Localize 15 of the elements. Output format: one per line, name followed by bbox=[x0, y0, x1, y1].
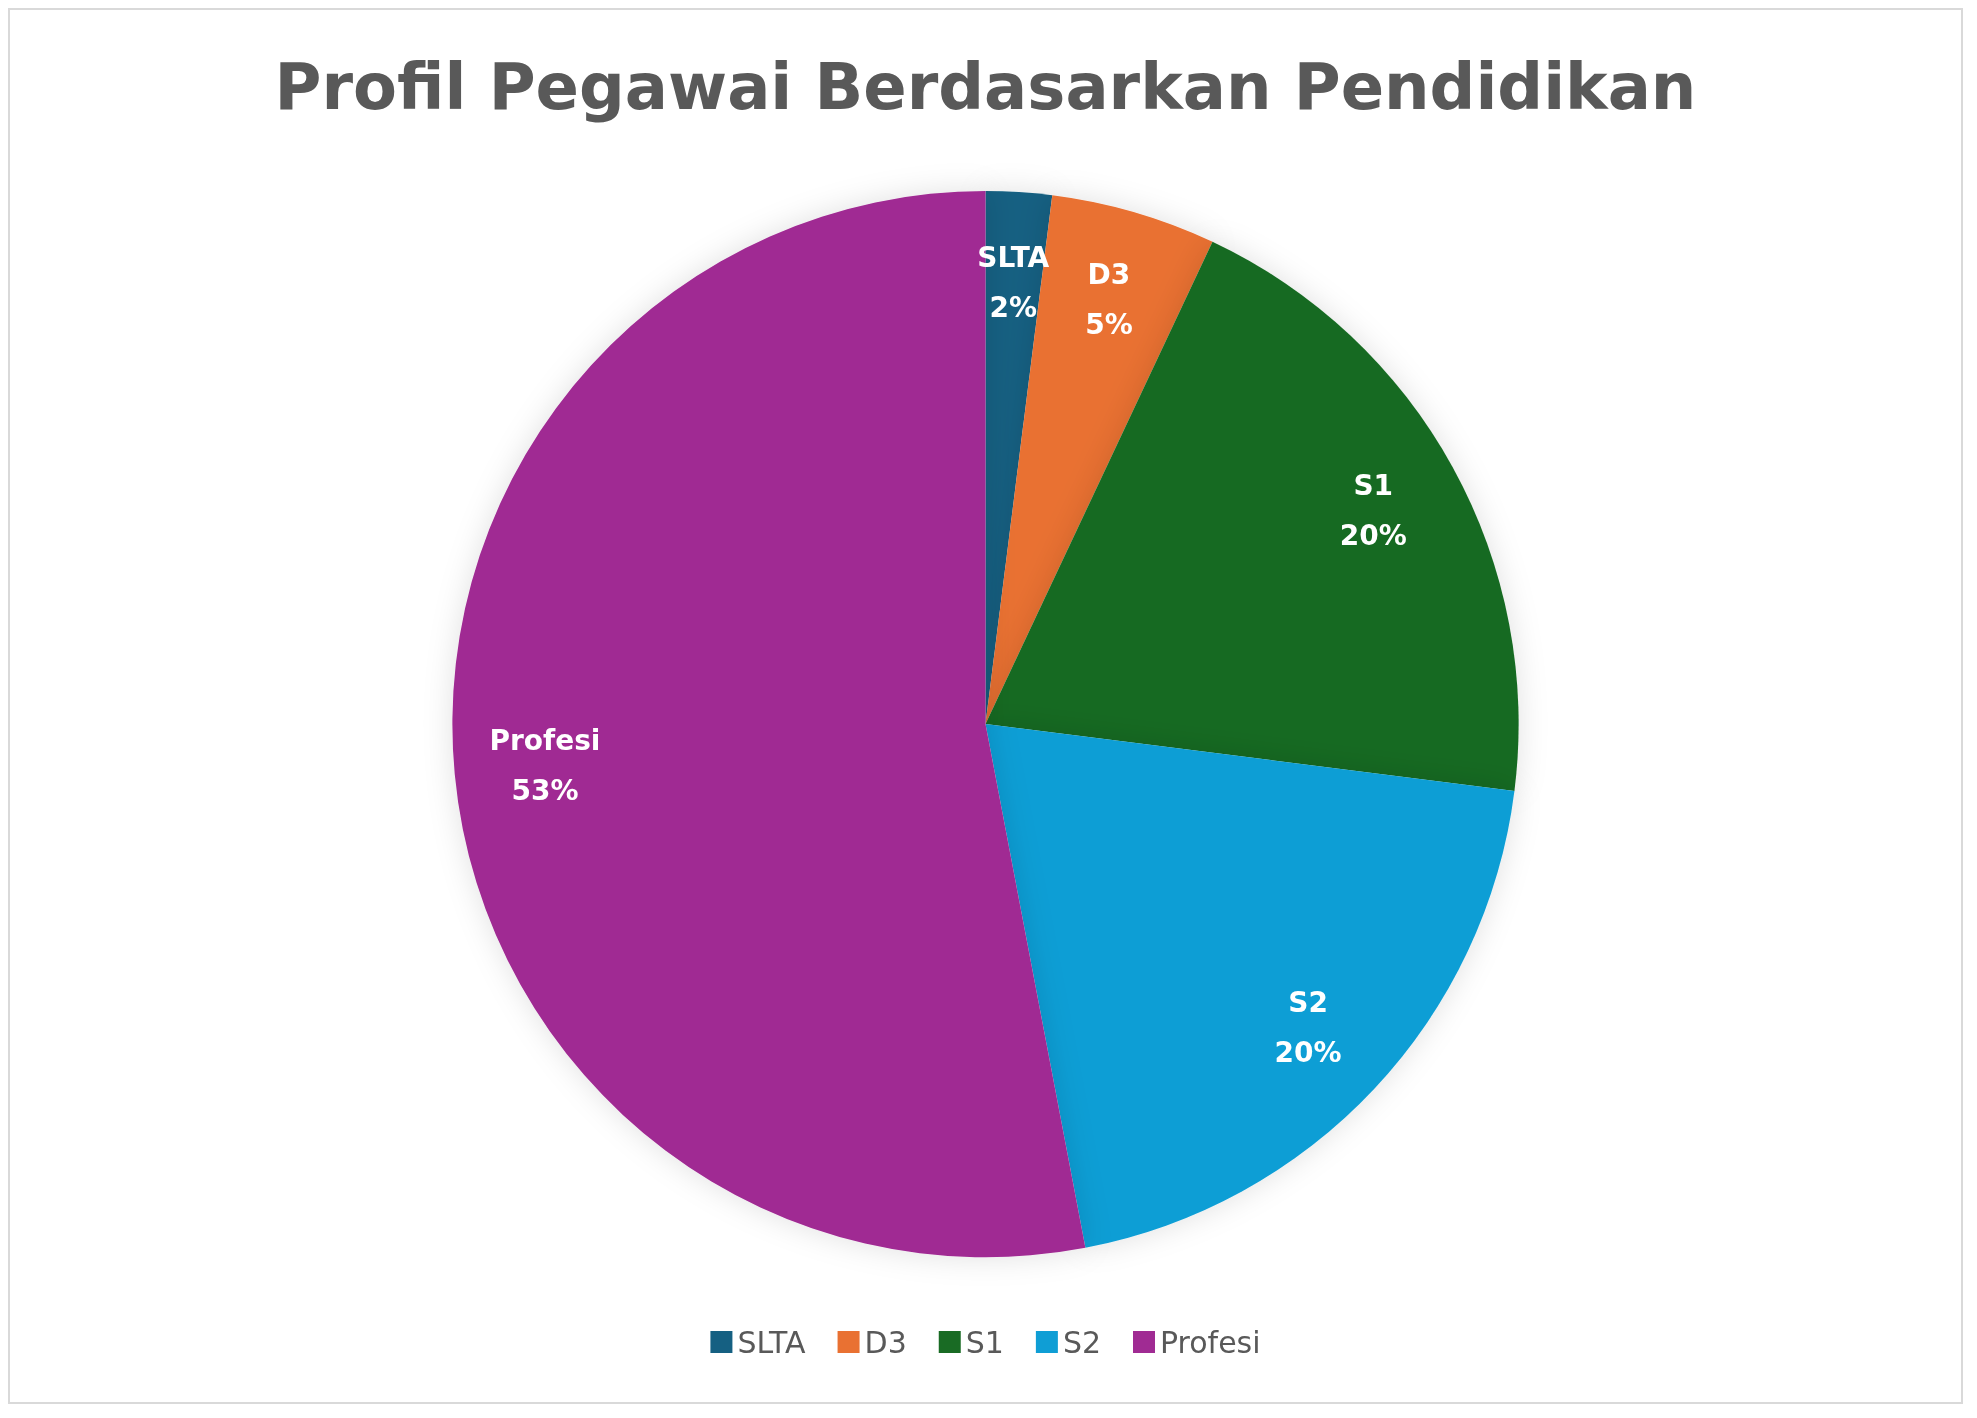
data-label: 5% bbox=[1085, 307, 1133, 341]
legend-label: SLTA bbox=[737, 1324, 807, 1360]
legend-label: S2 bbox=[1062, 1324, 1102, 1360]
slice-label: S1 bbox=[1353, 469, 1394, 503]
data-label: 20% bbox=[1339, 519, 1407, 553]
legend-label: D3 bbox=[864, 1324, 907, 1360]
legend-label: S1 bbox=[965, 1324, 1004, 1360]
slice-label: S2 bbox=[1288, 985, 1328, 1019]
slice-label: Profesi bbox=[489, 724, 601, 758]
chart-title: Profil Pegawai Berdasarkan Pendidikan bbox=[274, 50, 1697, 124]
legend-label: Profesi bbox=[1160, 1324, 1261, 1360]
slice-label: D3 bbox=[1087, 257, 1131, 291]
data-label: 20% bbox=[1274, 1035, 1342, 1069]
data-label: 53% bbox=[511, 774, 579, 808]
data-label: 2% bbox=[989, 290, 1038, 324]
